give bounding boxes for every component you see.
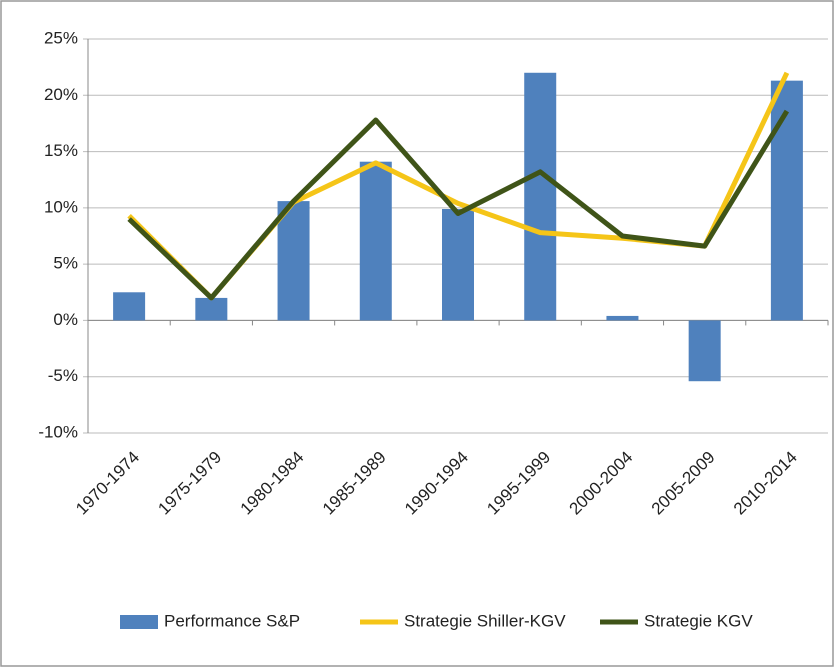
bar — [113, 292, 146, 321]
bar — [195, 297, 228, 321]
bar — [606, 315, 639, 321]
bar — [442, 208, 474, 321]
legend-swatch — [120, 615, 158, 629]
y-tick-label: -10% — [38, 422, 78, 441]
line — [127, 109, 790, 301]
bar — [688, 320, 721, 382]
legend-label: Strategie Shiller-KGV — [404, 611, 566, 630]
y-tick-label: 10% — [44, 197, 78, 216]
legend-label: Strategie KGV — [644, 611, 753, 630]
bar — [524, 72, 557, 321]
y-tick-label: 5% — [53, 254, 78, 273]
y-tick-label: 15% — [44, 141, 78, 160]
bar — [359, 161, 392, 321]
y-tick-label: -5% — [48, 366, 78, 385]
bar — [770, 80, 803, 321]
legend-label: Performance S&P — [164, 611, 300, 630]
y-tick-label: 20% — [44, 85, 78, 104]
y-tick-label: 0% — [53, 310, 78, 329]
bar — [277, 201, 310, 321]
y-tick-label: 25% — [44, 28, 78, 47]
